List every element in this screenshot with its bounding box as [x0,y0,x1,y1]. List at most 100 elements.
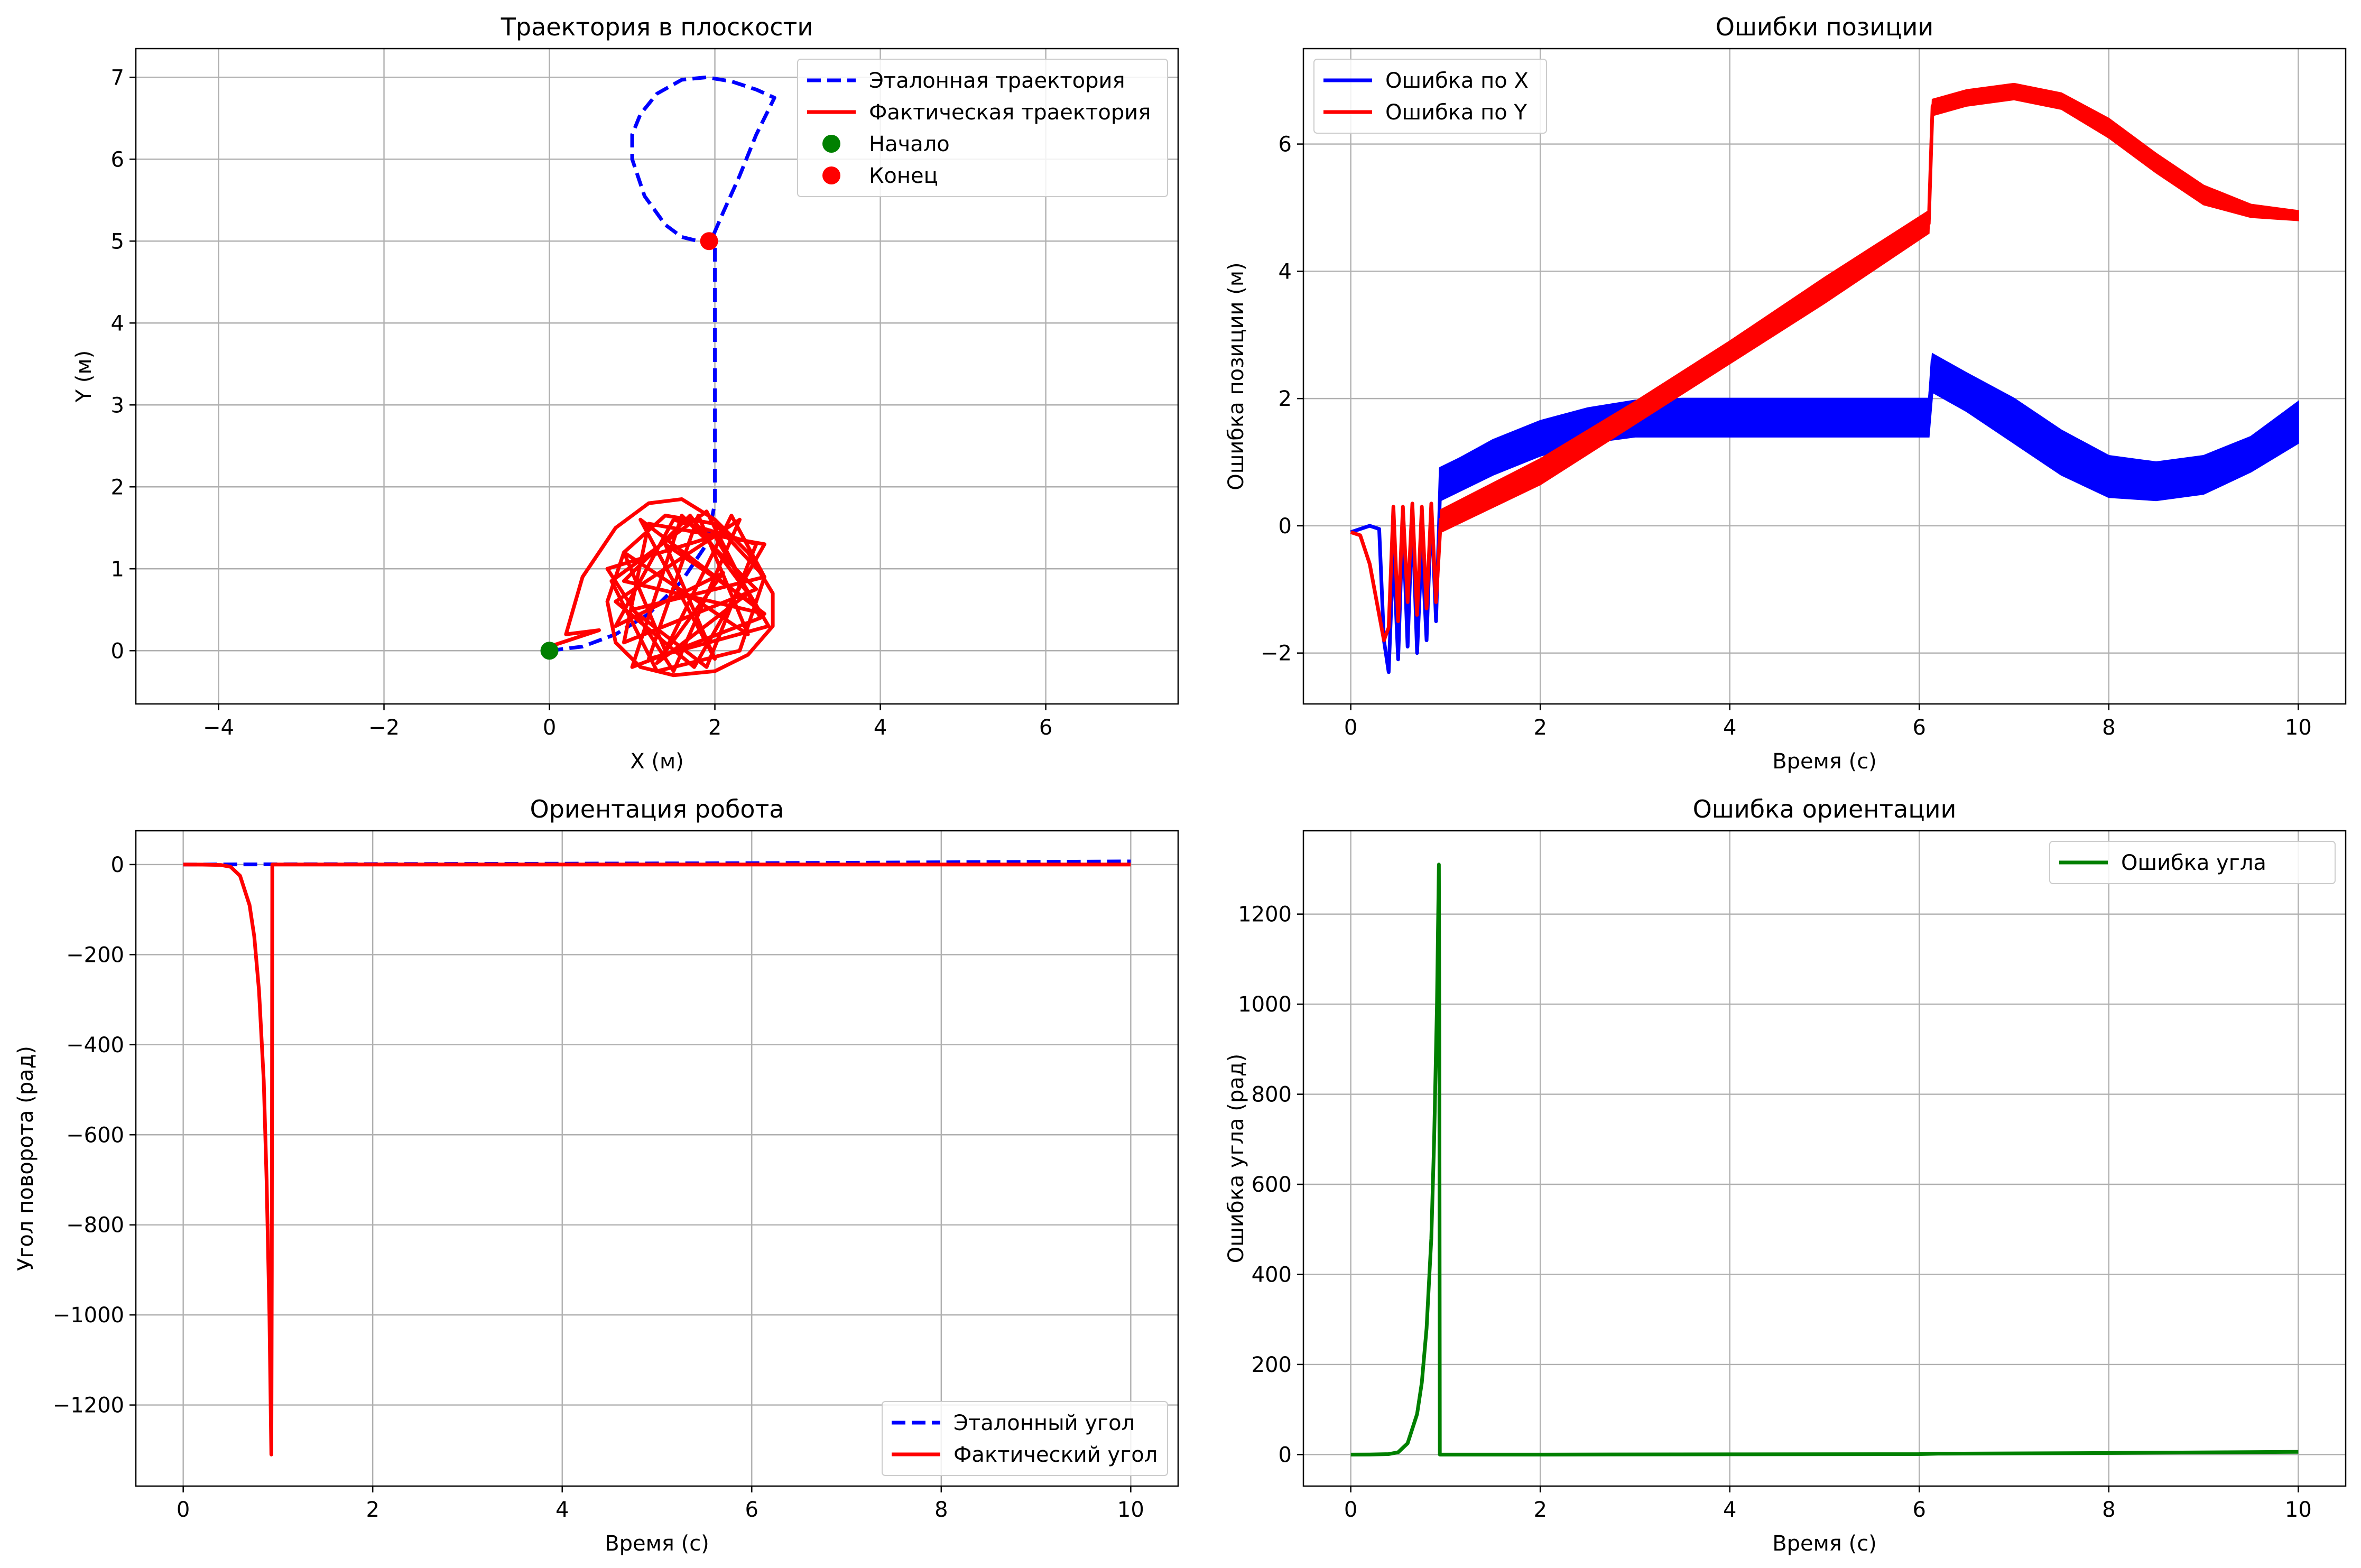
y-tick-label: 1200 [1238,903,1292,927]
x-axis-label-orientation-error: Время (с) [1772,1532,1877,1556]
y-tick-label: 5 [111,229,124,254]
legend-swatch [822,166,840,184]
x-tick-label: 6 [1913,716,1926,740]
series-line-1 [549,497,775,678]
legend-box [882,1401,1168,1476]
axes-frame-trajectory [135,48,1179,705]
axes-frame-orientation [135,830,1179,1487]
panel-orientation: 0 2 4 6 8 10 0 −200 −400 −600 −800 −1000 −1200 Ориен… [14,795,1179,1556]
x-tick-label: 10 [2285,1498,2312,1522]
x-tick-label: 0 [543,716,556,740]
y-tick-label: −1200 [53,1394,124,1418]
axes-frame-orientation-error [1302,830,2347,1487]
panel-position-errors: 0 2 4 6 8 10 −2 0 2 4 6 Ошибки позиции Время (с) О… [1224,13,2347,774]
x-tick-label: −2 [368,716,400,740]
legend-label: Ошибка по Y [1385,100,1527,125]
legend-label: Конец [869,164,938,188]
legend-label: Ошибка по X [1385,69,1529,93]
y-tick-label: 7 [111,66,124,90]
x-tick-label: 8 [2102,716,2115,740]
y-tick-label: −600 [66,1123,124,1147]
legend-label: Фактический угол [953,1443,1158,1467]
x-tick-label: 4 [1723,716,1736,740]
x-tick-label: 0 [177,1498,190,1522]
y-tick-label: −2 [1261,642,1292,666]
x-tick-label: −4 [203,716,234,740]
grid-position-errors [1303,49,2346,704]
x-tick-label: 0 [1344,716,1357,740]
y-tick-label: −400 [66,1033,124,1057]
legend-box [1313,59,1547,134]
series-line-0 [1350,862,2299,1456]
y-tick-label: 0 [1279,1443,1292,1467]
series-band-0 [1440,352,2299,502]
legend-item-error-x: Ошибка по X [1323,69,1529,93]
y-tick-label: 2 [111,475,124,499]
legend-orientation: Эталонный угол Фактический угол [882,1401,1168,1476]
legend-item-angle-error: Ошибка угла [2059,851,2266,875]
y-tick-label: 1000 [1238,992,1292,1017]
end-marker [700,232,718,250]
x-axis-label-orientation: Время (с) [605,1532,709,1556]
x-tick-label: 6 [1039,716,1052,740]
legend-item-reference-trajectory: Эталонная траектория [807,69,1125,93]
legend-item-end: Конец [822,164,938,188]
y-tick-label: 200 [1252,1353,1292,1377]
x-tick-label: 4 [874,716,887,740]
series-line-1 [1350,88,2299,643]
x-tick-label: 2 [1533,1498,1547,1522]
legend-position-errors: Ошибка по X Ошибка по Y [1313,59,1547,134]
x-tick-label: 8 [934,1498,948,1522]
series-line-1 [183,862,1131,1456]
legend-label: Ошибка угла [2121,851,2266,875]
legend-label: Эталонная траектория [869,69,1125,93]
chart-title-orientation-error: Ошибка ориентации [1693,795,1957,823]
x-tick-label: 4 [1723,1498,1736,1522]
y-tick-label: 600 [1252,1173,1292,1197]
plot-area-trajectory [549,75,776,678]
ticks-orientation-error: 0 2 4 6 8 10 0 200 400 600 800 1000 1200 [1238,903,2312,1522]
y-tick-label: 6 [111,147,124,172]
chart-title-orientation: Ориентация робота [530,795,784,823]
plot-area-orientation-error [1350,862,2299,1456]
y-tick-label: −200 [66,943,124,967]
legend-label: Эталонный угол [953,1411,1135,1435]
plot-area-orientation [183,859,1131,1456]
panel-orientation-error: 0 2 4 6 8 10 0 200 400 600 800 1000 1200 Ошибка орие… [1224,795,2347,1556]
y-axis-label-position-errors: Ошибка позиции (м) [1224,262,1248,490]
legend-item-reference-angle: Эталонный угол [892,1411,1135,1435]
y-tick-label: 0 [111,639,124,663]
y-axis-label-orientation-error: Ошибка угла (рад) [1224,1054,1248,1263]
y-tick-label: 1 [111,557,124,581]
y-axis-label-trajectory: Y (м) [72,350,96,403]
y-tick-label: 800 [1252,1083,1292,1107]
x-tick-label: 10 [2285,716,2312,740]
x-tick-label: 6 [1913,1498,1926,1522]
start-marker [540,642,559,660]
x-axis-label-position-errors: Время (с) [1772,749,1877,774]
y-tick-label: 2 [1279,387,1292,411]
x-tick-label: 4 [555,1498,569,1522]
legend-item-start: Начало [822,132,950,156]
y-tick-label: 4 [111,311,124,336]
y-tick-label: −800 [66,1213,124,1238]
x-tick-label: 2 [708,716,721,740]
ticks-trajectory: −4 −2 0 2 4 6 0 1 2 3 4 5 6 7 [111,66,1053,740]
legend-item-error-y: Ошибка по Y [1323,100,1527,125]
chart-title-position-errors: Ошибки позиции [1716,13,1934,41]
x-tick-label: 8 [2102,1498,2115,1522]
x-tick-label: 2 [1533,716,1547,740]
x-axis-label-trajectory: X (м) [630,749,684,774]
x-tick-label: 10 [1117,1498,1144,1522]
y-tick-label: 0 [111,853,124,877]
ticks-orientation: 0 2 4 6 8 10 0 −200 −400 −600 −800 −1000 −1200 [53,853,1144,1522]
legend-label: Начало [869,132,950,156]
y-tick-label: 4 [1279,259,1292,284]
series-line-0 [549,75,776,653]
legend-trajectory: Эталонная траектория Фактическая траекто… [797,59,1168,197]
legend-box [2049,841,2336,884]
y-tick-label: 6 [1279,133,1292,157]
x-tick-label: 0 [1344,1498,1357,1522]
